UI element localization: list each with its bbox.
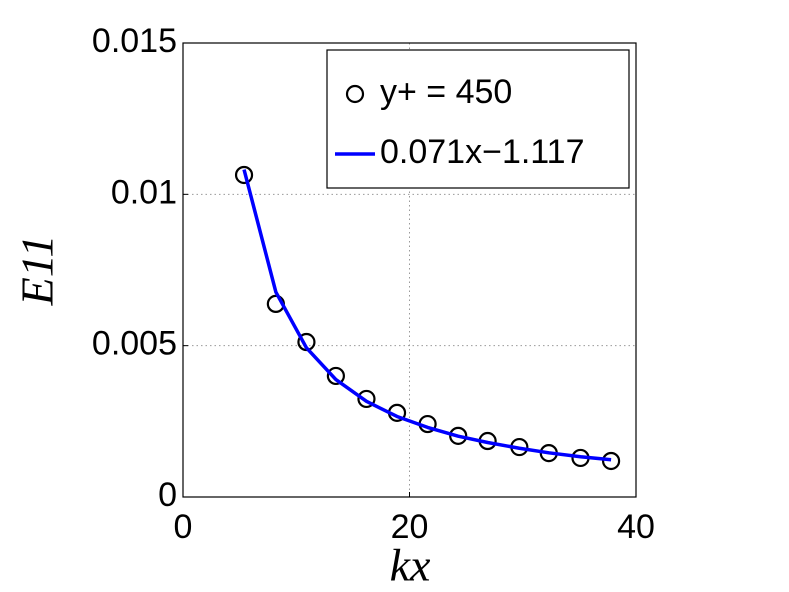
data-point xyxy=(357,389,376,409)
y-tick-label: 0.005 xyxy=(92,325,177,363)
data-point xyxy=(234,165,254,185)
data-point xyxy=(326,366,345,386)
legend-label: 0.071x−1.117 xyxy=(380,133,585,171)
ticks: 0 20 40 0 0.005 0.01 0.015 xyxy=(92,22,655,546)
data-point xyxy=(601,451,621,471)
legend-box xyxy=(326,49,630,189)
x-tick-label: 40 xyxy=(617,508,655,546)
legend: y+ = 450 0.071x−1.117 xyxy=(326,49,630,189)
series-line xyxy=(242,169,612,462)
legend-label: y+ = 450 xyxy=(380,73,512,111)
plot xyxy=(234,165,621,471)
data-point xyxy=(449,426,468,445)
y-tick-label: 0.015 xyxy=(92,22,177,60)
y-tick-label: 0 xyxy=(158,476,177,514)
x-tick-label: 20 xyxy=(391,508,429,546)
y-axis-label: E11 xyxy=(12,235,63,307)
x-tick-label: 0 xyxy=(174,508,193,546)
legend-swatch xyxy=(345,84,365,104)
x-axis-label: kx xyxy=(390,540,431,591)
y-tick-label: 0.01 xyxy=(111,173,177,211)
